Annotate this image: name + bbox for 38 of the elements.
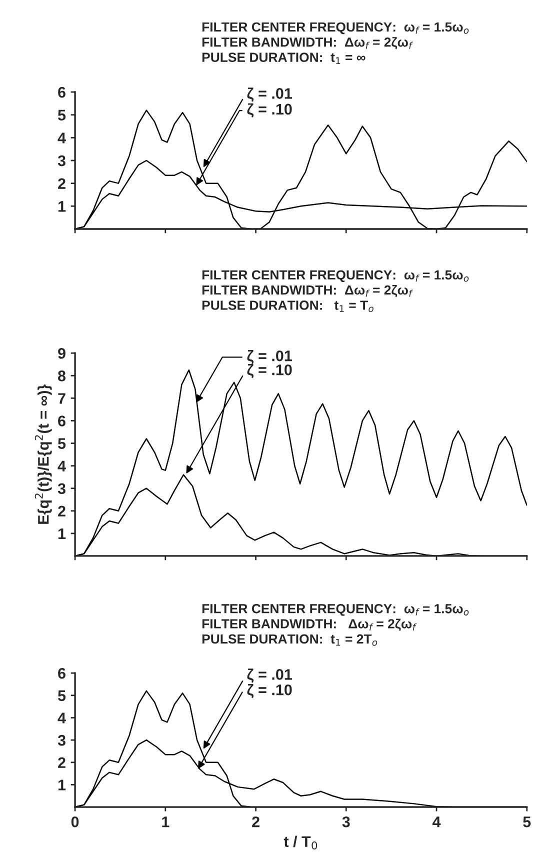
y-tick-label: 4 (58, 132, 66, 144)
y-tick-label: 3 (58, 734, 66, 746)
x-axis-title: t / T$_{0}$ (284, 836, 318, 850)
y-tick-label: 1 (58, 201, 66, 212)
y-tick-label: 8 (58, 370, 66, 382)
y-tick-label: 6 (58, 668, 66, 679)
x-tick-label: 5 (523, 816, 531, 828)
y-tick-label: 4 (58, 712, 66, 724)
y-tick-label: 7 (58, 393, 66, 404)
annotation: ζ = .10 (247, 103, 292, 118)
y-tick-label: 9 (58, 348, 66, 359)
chart-title: FILTER CENTER FREQUENCY: ω$_{f}$ = 1.5ω$_{o}$ FILTER BANDWIDTH: Δω$_{f}$ = 2ζω$_{f}$ PULSE DURATION: t$_{1}$ = 2T$_{o}$ (202, 604, 469, 646)
annotation: ζ = .01 (247, 350, 292, 364)
x-tick-label: 2 (252, 816, 260, 828)
y-tick-label: 4 (58, 460, 66, 472)
y-tick-label: 6 (58, 86, 66, 98)
y-tick-label: 3 (58, 483, 66, 494)
chart-title: FILTER CENTER FREQUENCY: ω$_{f}$ = 1.5ω$_{o}$ FILTER BANDWIDTH: Δω$_{f}$ = 2ζω$_{f}$ PULSE DURATION: t$_{1}$ = ∞ (202, 22, 469, 64)
y-tick-label: 2 (58, 757, 66, 768)
y-tick-label: 5 (58, 110, 66, 121)
y-tick-label: 5 (58, 438, 66, 449)
annotation: ζ = .01 (247, 88, 292, 102)
chart-title: FILTER CENTER FREQUENCY: ω$_{f}$ = 1.5ω$_{o}$ FILTER BANDWIDTH: Δω$_{f}$ = 2ζω$_{f}$ PULSE DURATION: t$_{1}$ = T$_{o}$ (202, 270, 469, 312)
y-tick-label: 1 (58, 528, 66, 539)
annotation: ζ = .01 (247, 668, 292, 683)
x-tick-label: 0 (71, 816, 79, 828)
y-axis-title: E{q$^{2}$(t)}/E{q$^{2}$(t = ∞)} (34, 384, 52, 524)
annotation: ζ = .10 (247, 684, 292, 698)
x-tick-label: 1 (162, 816, 170, 828)
y-tick-label: 2 (58, 506, 66, 516)
x-tick-label: 4 (432, 816, 441, 828)
y-tick-label: 5 (58, 690, 66, 702)
y-tick-label: 3 (58, 155, 66, 166)
annotation: ζ = .10 (247, 364, 292, 378)
y-tick-label: 1 (58, 780, 66, 790)
x-tick-label: 3 (342, 816, 350, 828)
y-tick-label: 6 (58, 416, 66, 426)
y-tick-label: 2 (58, 178, 66, 189)
